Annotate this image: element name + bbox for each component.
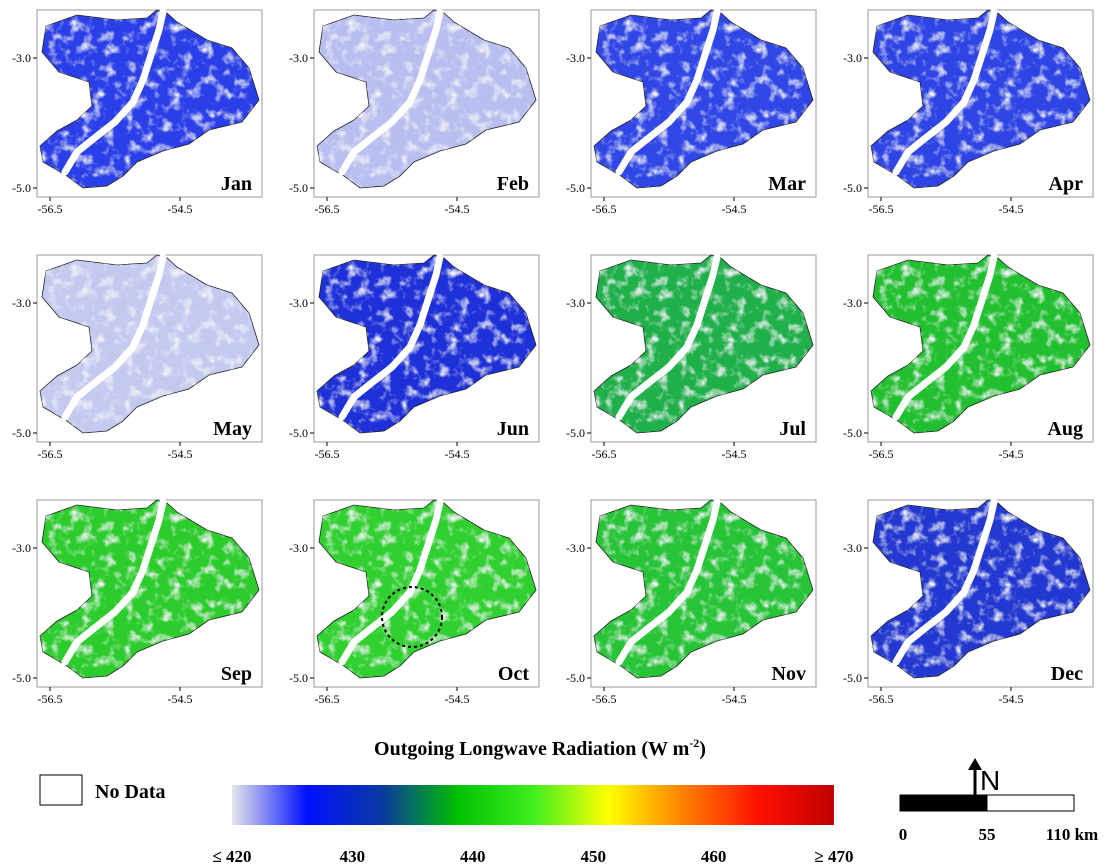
map-panel: Sep -3.0 -5.0 -56.5 -54.5	[12, 500, 262, 706]
legend-title-end: )	[699, 738, 706, 760]
colorbar-tick-label: ≥ 470	[814, 847, 853, 866]
y-tick-label: -3.0	[289, 541, 308, 555]
x-tick-label: -54.5	[445, 692, 470, 706]
y-tick-label: -5.0	[12, 426, 31, 440]
map-panel: Nov -3.0 -5.0 -56.5 -54.5	[566, 500, 816, 706]
month-label: Sep	[221, 663, 252, 685]
scale-bar-white	[987, 795, 1074, 811]
month-label: Jul	[779, 418, 806, 440]
x-tick-label: -54.5	[168, 447, 193, 461]
map-panel: Feb -3.0 -5.0 -56.5 -54.5	[289, 10, 539, 216]
colorbar-tick-label: 430	[340, 847, 366, 866]
legend-title-text: Outgoing Longwave Radiation (W m	[374, 738, 690, 760]
x-tick-label: -54.5	[999, 692, 1024, 706]
north-label: N	[980, 765, 1000, 796]
scale-label: 0	[899, 825, 908, 844]
y-tick-label: -5.0	[843, 181, 862, 195]
no-data-label: No Data	[95, 781, 166, 803]
x-tick-label: -54.5	[168, 692, 193, 706]
x-tick-label: -54.5	[999, 202, 1024, 216]
y-tick-label: -5.0	[289, 671, 308, 685]
y-tick-label: -3.0	[289, 51, 308, 65]
x-tick-label: -56.5	[38, 692, 63, 706]
x-tick-label: -54.5	[722, 447, 747, 461]
map-panel: Jun -3.0 -5.0 -56.5 -54.5	[289, 255, 539, 461]
y-tick-label: -5.0	[566, 426, 585, 440]
map-panel: Apr -3.0 -5.0 -56.5 -54.5	[843, 10, 1093, 216]
x-tick-label: -56.5	[592, 692, 617, 706]
map-panel: Dec -3.0 -5.0 -56.5 -54.5	[843, 500, 1093, 706]
y-tick-label: -3.0	[843, 296, 862, 310]
x-tick-label: -56.5	[592, 202, 617, 216]
colorbar-tick-label: 450	[580, 847, 606, 866]
map-panel: Jul -3.0 -5.0 -56.5 -54.5	[566, 255, 816, 461]
y-tick-label: -5.0	[289, 181, 308, 195]
month-label: May	[213, 418, 252, 440]
x-tick-label: -54.5	[168, 202, 193, 216]
map-panel: May -3.0 -5.0 -56.5 -54.5	[12, 255, 262, 461]
map-panel: Aug -3.0 -5.0 -56.5 -54.5	[843, 255, 1093, 461]
month-label: Jun	[497, 418, 529, 440]
y-tick-label: -3.0	[12, 541, 31, 555]
month-label: Apr	[1049, 173, 1084, 195]
colorbar-tick-label: 440	[460, 847, 486, 866]
north-arrow: N	[968, 758, 1000, 796]
x-tick-label: -56.5	[315, 447, 340, 461]
month-label: Feb	[497, 173, 529, 195]
y-tick-label: -5.0	[566, 671, 585, 685]
x-tick-label: -56.5	[869, 447, 894, 461]
x-tick-label: -56.5	[38, 447, 63, 461]
y-tick-label: -3.0	[566, 541, 585, 555]
legend-title: Outgoing Longwave Radiation (W m-2)	[374, 736, 706, 760]
legend-title-sup: -2	[689, 736, 699, 750]
y-tick-label: -3.0	[12, 296, 31, 310]
x-tick-label: -54.5	[445, 447, 470, 461]
x-tick-label: -54.5	[722, 692, 747, 706]
x-tick-label: -56.5	[38, 202, 63, 216]
colorbar-tick-label: ≤ 420	[212, 847, 251, 866]
figure: Jan -3.0 -5.0 -56.5 -54.5 Feb -3.0 -5.0 -56.5 -54…	[0, 0, 1111, 868]
y-tick-label: -3.0	[566, 296, 585, 310]
y-tick-label: -5.0	[843, 671, 862, 685]
x-tick-label: -56.5	[592, 447, 617, 461]
x-tick-label: -54.5	[722, 202, 747, 216]
y-tick-label: -5.0	[12, 181, 31, 195]
y-tick-label: -5.0	[12, 671, 31, 685]
month-label: Nov	[772, 663, 806, 685]
month-label: Jan	[221, 173, 252, 195]
map-panel: Oct -3.0 -5.0 -56.5 -54.5	[289, 500, 539, 706]
x-tick-label: -56.5	[869, 202, 894, 216]
map-panel: Mar -3.0 -5.0 -56.5 -54.5	[566, 10, 816, 216]
y-tick-label: -3.0	[843, 51, 862, 65]
y-tick-label: -3.0	[12, 51, 31, 65]
colorbar	[232, 785, 834, 825]
month-label: Mar	[768, 173, 806, 195]
x-tick-label: -56.5	[315, 202, 340, 216]
scale-bar-black	[900, 795, 987, 811]
colorbar-tick-label: 460	[701, 847, 727, 866]
y-tick-label: -3.0	[566, 51, 585, 65]
y-tick-label: -5.0	[566, 181, 585, 195]
x-tick-label: -56.5	[315, 692, 340, 706]
y-tick-label: -3.0	[289, 296, 308, 310]
month-label: Aug	[1047, 418, 1083, 440]
x-tick-label: -54.5	[445, 202, 470, 216]
panels: Jan -3.0 -5.0 -56.5 -54.5 Feb -3.0 -5.0 -56.5 -54…	[12, 10, 1093, 706]
y-tick-label: -3.0	[843, 541, 862, 555]
month-label: Dec	[1051, 663, 1083, 685]
month-label: Oct	[498, 663, 529, 685]
x-tick-label: -56.5	[869, 692, 894, 706]
map-panel: Jan -3.0 -5.0 -56.5 -54.5	[12, 10, 262, 216]
x-tick-label: -54.5	[999, 447, 1024, 461]
scale-label: 110 km	[1046, 825, 1098, 844]
y-tick-label: -5.0	[289, 426, 308, 440]
no-data-swatch	[40, 775, 82, 805]
y-tick-label: -5.0	[843, 426, 862, 440]
scale-label: 55	[979, 825, 996, 844]
